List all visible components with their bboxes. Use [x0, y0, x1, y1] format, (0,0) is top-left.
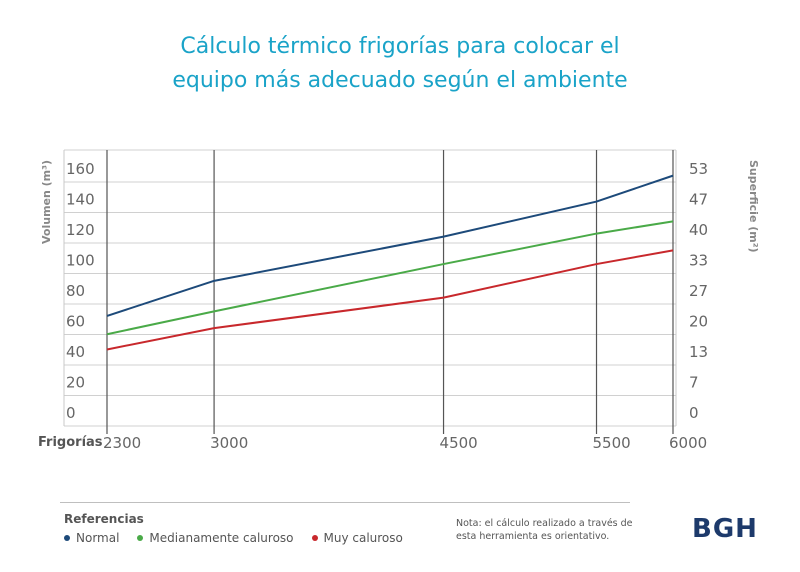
y-right-tick-label: 53 [689, 160, 708, 178]
x-tick-label: 3000 [210, 434, 248, 452]
legend-item: Muy caluroso [311, 531, 403, 545]
y-right-tick-label: 27 [689, 282, 708, 300]
y-left-tick-label: 160 [66, 160, 95, 178]
brand-logo: BGH [692, 514, 758, 544]
y-left-tick-label: 60 [66, 313, 85, 331]
x-tick-label: 2300 [103, 434, 141, 452]
y-left-axis-label: Volumen (m³) [40, 160, 53, 244]
legend-label: Medianamente caluroso [149, 531, 294, 545]
legend-dot-icon [64, 535, 70, 541]
legend: Normal Medianamente caluroso Muy caluroso [64, 531, 403, 545]
legend-label: Muy caluroso [323, 531, 403, 545]
legend-separator [60, 502, 630, 503]
y-left-tick-label: 120 [66, 221, 95, 239]
legend-dot-icon [311, 535, 318, 541]
line-chart: 0 20 40 60 80 100 120 140 160 0 7 13 20 27 33 40 47 53 230… [38, 149, 760, 452]
y-right-tick-label: 7 [689, 374, 699, 392]
x-tick-label: 6000 [669, 434, 707, 452]
note-line-2: esta herramienta es orientativo. [456, 531, 610, 542]
legend-title: Referencias [64, 512, 144, 526]
series-line [106, 174, 674, 317]
y-left-tick-label: 140 [66, 191, 95, 209]
series-line [106, 220, 674, 336]
chart-title: Cálculo térmico frigorías para colocar e… [0, 30, 800, 98]
x-tick-label: 5500 [593, 434, 631, 452]
y-right-tick-label: 47 [689, 191, 708, 209]
y-right-tick-label: 0 [689, 404, 699, 422]
y-right-tick-label: 13 [689, 343, 708, 361]
x-axis-label: Frigorías [38, 435, 103, 450]
chart-title-line-1: Cálculo térmico frigorías para colocar e… [180, 34, 620, 59]
y-right-axis-label: Superficie (m²) [747, 160, 760, 253]
y-left-tick-label: 0 [66, 404, 76, 422]
y-left-tick-label: 40 [66, 343, 85, 361]
note-line-1: Nota: el cálculo realizado a través de [456, 518, 633, 529]
series-line [106, 249, 674, 351]
note: Nota: el cálculo realizado a través de e… [456, 517, 656, 543]
y-left-tick-label: 100 [66, 252, 95, 270]
y-right-tick-label: 40 [689, 221, 708, 239]
y-right-tick-label: 33 [689, 252, 708, 270]
y-left-tick-label: 80 [66, 282, 85, 300]
y-right-tick-label: 20 [689, 313, 708, 331]
legend-dot-icon [137, 535, 144, 541]
x-tick-label: 4500 [440, 434, 478, 452]
legend-item: Normal [64, 531, 119, 545]
chart-title-line-2: equipo más adecuado según el ambiente [172, 68, 628, 93]
y-left-tick-label: 20 [66, 374, 85, 392]
legend-item: Medianamente caluroso [137, 531, 294, 545]
legend-label: Normal [76, 531, 120, 545]
